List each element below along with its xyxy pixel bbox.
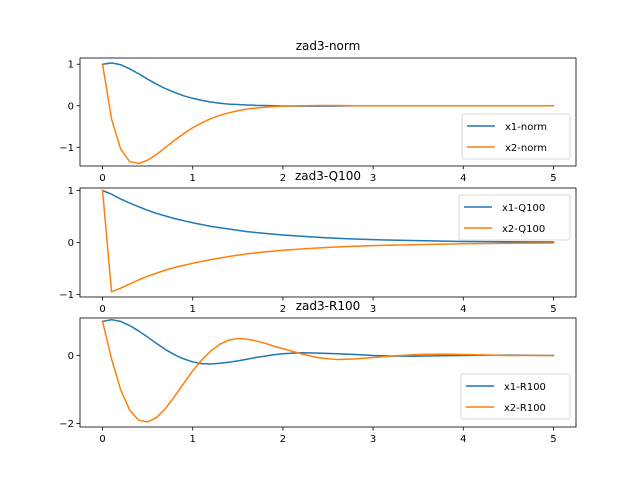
x-tick-label: 2 [280,434,286,445]
subplot-title: zad3-norm [296,39,361,53]
y-tick-label: −2 [59,419,74,430]
series-line-x2-norm [101,63,555,165]
y-tick-label: 0 [68,351,74,362]
x-tick-label: 4 [460,304,466,315]
legend-label: x1-norm [505,122,547,133]
subplot-2: 0 1 2 3 4 5 −1 0 1 zad3-Q100 x1-Q100 x2-Q100 [59,169,577,315]
series-line-x2-R100 [101,320,555,423]
x-tick-label: 1 [190,173,196,184]
x-tick-label: 2 [280,304,286,315]
y-tick-label: −1 [59,143,74,154]
x-tick-label: 3 [370,434,376,445]
subplot-title: zad3-Q100 [295,169,361,183]
x-tick-label: 1 [190,434,196,445]
subplot-1: 0 1 2 3 4 5 −1 0 1 zad3-norm x1-norm x2-norm [59,39,577,184]
axes-frame [79,57,577,167]
x-tick-label: 2 [280,173,286,184]
x-tick-label: 0 [99,304,105,315]
y-tick-label: 0 [68,238,74,249]
subplot-3: 0 1 2 3 4 5 −2 0 zad3-R100 x1-R100 x2-R100 [59,299,577,445]
x-tick-label: 0 [99,173,105,184]
x-tick-label: 5 [550,434,556,445]
legend-label: x1-Q100 [502,203,545,214]
x-tick-label: 3 [370,304,376,315]
legend: x1-Q100 x2-Q100 [458,194,571,241]
y-tick-label: 1 [68,186,74,197]
x-tick-label: 4 [460,173,466,184]
x-tick-label: 3 [370,173,376,184]
x-tick-label: 5 [550,304,556,315]
y-tick-label: 1 [68,60,74,71]
x-tick-label: 5 [550,173,556,184]
legend-label: x2-R100 [504,403,546,414]
x-tick-label: 0 [99,434,105,445]
x-tick-label: 4 [460,434,466,445]
series-line-x2-Q100 [101,189,555,293]
y-tick-label: −1 [59,290,74,301]
y-tick-label: 0 [68,101,74,112]
series-line-x1-norm [101,62,555,107]
series-line-x1-Q100 [101,189,555,243]
legend: x1-norm x2-norm [461,113,571,160]
x-tick-label: 1 [190,304,196,315]
subplot-title: zad3-R100 [296,299,360,313]
axes-frame [79,317,577,428]
legend-label: x2-norm [505,143,547,154]
series-line-x1-R100 [101,318,555,365]
legend-label: x2-Q100 [502,224,545,235]
legend: x1-R100 x2-R100 [460,373,571,420]
legend-label: x1-R100 [504,382,546,393]
